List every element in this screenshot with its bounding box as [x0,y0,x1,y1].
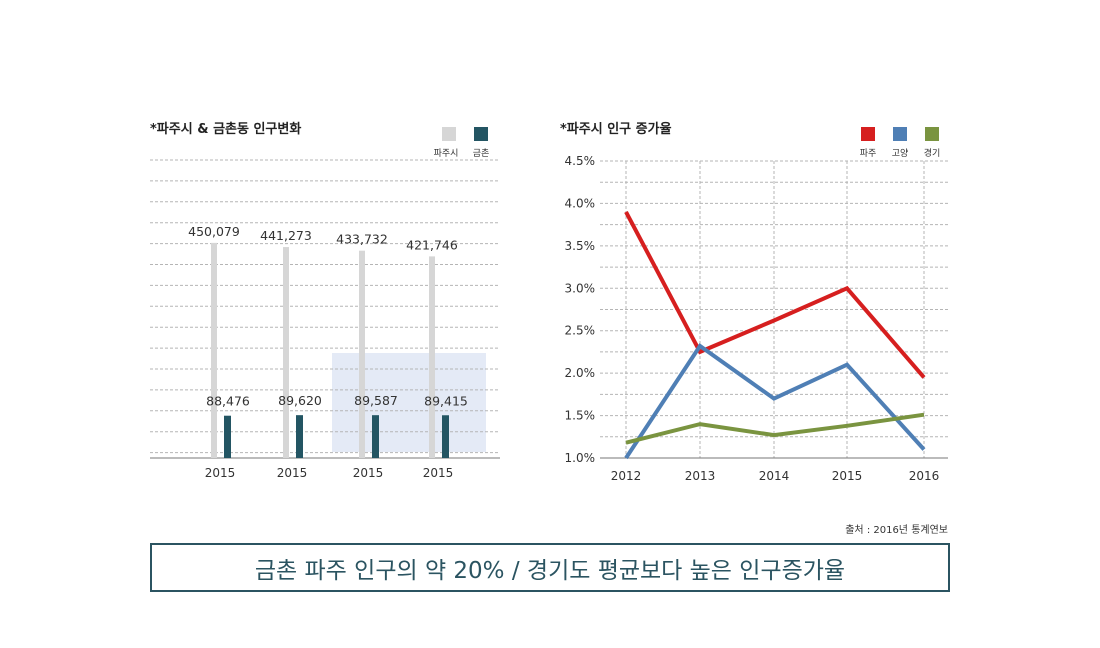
x-tick-label: 2015 [353,466,384,480]
bar-paju [211,242,217,458]
bar-geumchon [296,415,303,458]
y-tick-label: 3.0% [565,281,596,295]
legend-swatch-geumchon [474,127,488,141]
y-tick-label: 1.5% [565,409,596,423]
legend-gyeonggi-swatch [925,127,939,141]
x-tick-label: 2016 [909,469,940,483]
legend-label-paju: 파주시 [434,148,459,159]
y-tick-label: 4.5% [565,154,596,168]
bar-paju [283,247,289,458]
source-note: 출처 : 2016년 통계연보 [845,525,948,536]
legend-label-geumchon: 금촌 [473,148,490,159]
y-tick-label: 2.5% [565,324,596,338]
data-label-geumchon: 88,476 [206,394,250,409]
legend-paju-label: 파주 [860,148,877,159]
y-tick-label: 4.0% [565,196,596,210]
legend-goyang-label: 고양 [892,148,909,159]
legend-swatch-paju [442,127,456,141]
y-tick-label: 2.0% [565,366,596,380]
summary-banner-text: 금촌 파주 인구의 약 20% / 경기도 평균보다 높은 인구증가율 [254,557,846,584]
x-tick-label: 2015 [423,466,454,480]
x-tick-label: 2015 [832,469,863,483]
data-label-geumchon: 89,415 [424,393,468,408]
bar-paju [359,250,365,458]
series-line-gyeonggi [625,412,925,445]
bar-geumchon [442,415,449,458]
x-tick-label: 2013 [685,469,716,483]
population-chart-title: *파주시 & 금촌동 인구변화 [150,122,302,137]
legend-goyang-swatch [893,127,907,141]
bar-paju [429,256,435,458]
data-label-paju: 421,746 [406,237,458,252]
series-line-goyang [624,343,926,460]
data-label-paju: 433,732 [336,232,388,247]
x-tick-label: 2012 [611,469,642,483]
x-tick-label: 2015 [277,466,308,480]
data-label-paju: 450,079 [188,224,240,239]
x-tick-label: 2015 [205,466,236,480]
legend-gyeonggi-label: 경기 [924,147,941,159]
summary-banner: 금촌 파주 인구의 약 20% / 경기도 평균보다 높은 인구증가율 [150,543,950,592]
data-label-geumchon: 89,587 [354,393,398,408]
data-label-geumchon: 89,620 [278,393,322,408]
legend-paju-swatch [861,127,875,141]
bar-geumchon [224,415,231,458]
y-tick-label: 3.5% [565,239,596,253]
y-tick-label: 1.0% [565,451,596,465]
x-tick-label: 2014 [759,469,790,483]
data-label-paju: 441,273 [260,228,312,243]
series-line-paju [624,210,926,379]
bar-geumchon [372,415,379,458]
growth-chart-title: *파주시 인구 증가율 [560,122,672,137]
